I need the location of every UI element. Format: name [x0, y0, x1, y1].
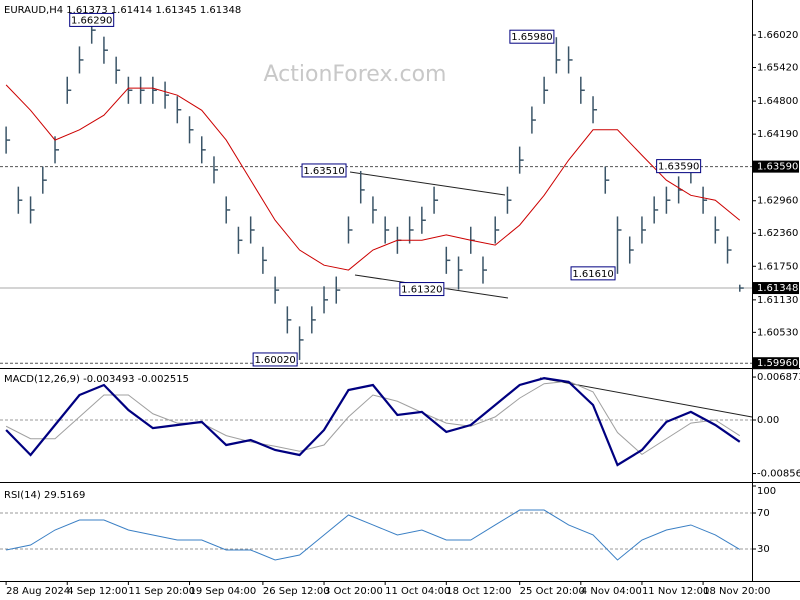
price-annotation-box — [509, 29, 555, 44]
y-tick-label: 1.64800 — [757, 96, 798, 107]
y-tick-label: 1.61750 — [757, 261, 798, 272]
x-tick-label: 28 Aug 2024 — [6, 586, 70, 597]
y-tick-label: 1.61130 — [757, 295, 798, 306]
y-tick-label: 1.66020 — [757, 30, 798, 41]
x-tick-label: 25 Oct 20:00 — [520, 586, 585, 597]
last-price-box — [753, 282, 799, 295]
panel-title: MACD(12,26,9) -0.003493 -0.002515 — [4, 374, 189, 385]
price-annotation: 1.61610 — [572, 269, 613, 280]
y-tick-label: 100 — [757, 486, 776, 497]
level-label: 1.59960 — [757, 358, 798, 369]
y-tick-label: 70 — [757, 508, 770, 519]
price-annotation-box — [399, 282, 445, 297]
y-tick-label: 0.00 — [757, 415, 779, 426]
price-annotation-box — [656, 159, 702, 174]
trendline — [349, 171, 506, 196]
y-tick-label: -0.008568 — [757, 469, 800, 480]
x-tick-label: 11 Nov 12:00 — [642, 586, 709, 597]
x-tick-label: 4 Sep 12:00 — [67, 586, 127, 597]
x-tick-label: 18 Nov 20:00 — [703, 586, 770, 597]
level-box — [753, 160, 799, 173]
price-annotation: 1.60020 — [254, 355, 295, 366]
price-annotation: 1.63590 — [658, 162, 699, 173]
x-tick-label: 11 Sep 20:00 — [128, 586, 195, 597]
y-tick-label: 1.65420 — [757, 63, 798, 74]
x-tick-label: 26 Sep 12:00 — [263, 586, 330, 597]
moving-average — [5, 84, 741, 271]
frame — [0, 0, 800, 582]
x-tick-label: 4 Nov 04:00 — [581, 586, 642, 597]
panel-title: RSI(14) 29.5169 — [4, 490, 85, 501]
price-annotation-box — [570, 266, 616, 281]
level-label: 1.63590 — [757, 162, 798, 173]
y-tick-label: 0.006873 — [757, 372, 800, 383]
last-price-label: 1.61348 — [757, 283, 798, 294]
price-annotation: 1.66290 — [71, 15, 112, 26]
chart-title: EURAUD,H4 1.61373 1.61414 1.61345 1.6134… — [4, 5, 241, 16]
price-annotation-box — [252, 352, 298, 367]
indicator-line — [6, 509, 741, 561]
y-tick-label: 1.60530 — [757, 327, 798, 338]
x-tick-label: 19 Sep 04:00 — [190, 586, 257, 597]
level-box — [753, 357, 799, 370]
x-tick-label: 3 Oct 20:00 — [324, 586, 383, 597]
x-tick-label: 18 Oct 12:00 — [446, 586, 511, 597]
x-tick-label: 11 Oct 04:00 — [385, 586, 450, 597]
indicator-line — [5, 380, 741, 456]
price-annotation: 1.61320 — [401, 285, 442, 296]
price-annotation: 1.65980 — [511, 32, 552, 43]
price-annotation-box — [69, 12, 115, 27]
y-tick-label: 1.62360 — [757, 228, 798, 239]
y-tick-label: 1.62960 — [757, 196, 798, 207]
indicator-line — [5, 377, 741, 467]
price-annotation: 1.63510 — [303, 166, 344, 177]
y-tick-label: 30 — [757, 544, 770, 555]
y-tick-label: 1.64190 — [757, 129, 798, 140]
watermark: ActionForex.com — [264, 62, 447, 87]
price-annotation-box — [301, 163, 347, 178]
